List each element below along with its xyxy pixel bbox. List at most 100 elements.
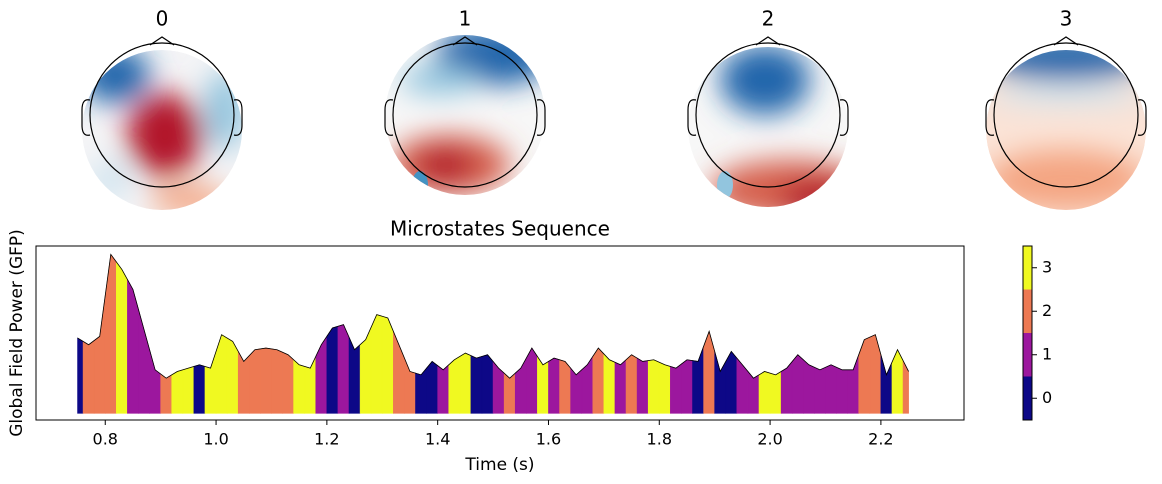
segment (858, 336, 871, 414)
segment (448, 355, 461, 414)
segment (171, 369, 184, 414)
segment (736, 357, 749, 414)
segment (758, 371, 771, 414)
segment (459, 352, 472, 414)
colorbar-tick-label: 1 (1042, 344, 1052, 363)
map-title: 3 (1060, 7, 1073, 31)
head (81, 36, 243, 188)
segment (104, 253, 117, 414)
segment (769, 370, 782, 414)
segment (127, 279, 139, 414)
head (384, 36, 546, 188)
segment (492, 360, 505, 414)
head (687, 36, 849, 188)
segment (514, 357, 527, 414)
segment (271, 348, 283, 414)
x-axis-label: Time (s) (464, 455, 534, 475)
x-tick-label: 1.6 (536, 430, 561, 449)
segment (226, 337, 239, 414)
segment (138, 309, 150, 414)
map-title: 0 (156, 7, 169, 31)
topomap (385, 35, 545, 195)
segment (381, 315, 394, 414)
segment (260, 347, 272, 414)
segment (625, 354, 638, 414)
segment (182, 366, 195, 414)
segment (647, 359, 660, 414)
x-tick-label: 2.2 (868, 430, 893, 449)
segment (82, 339, 95, 414)
segment (503, 372, 516, 414)
segment (337, 324, 350, 414)
segment (304, 356, 317, 414)
axes-frame (35, 245, 965, 421)
segment (902, 360, 909, 414)
colorbar-swatch (1023, 333, 1032, 377)
segment (658, 361, 671, 414)
segment (836, 366, 848, 414)
x-tick-label: 1.4 (425, 430, 450, 449)
x-tick-label: 1.2 (314, 430, 339, 449)
segment (249, 348, 261, 414)
segment (681, 359, 693, 414)
segment (847, 354, 860, 414)
segment (393, 331, 405, 414)
colorbar-swatch (1023, 289, 1032, 333)
colorbar-swatch (1023, 246, 1032, 290)
segment (282, 351, 294, 414)
segment (426, 361, 438, 414)
topomap (986, 50, 1146, 210)
x-tick-label: 1.0 (203, 430, 228, 449)
x-tick-label: 2.0 (757, 430, 782, 449)
colorbar-swatch (1023, 376, 1032, 420)
colorbar-tick-label: 2 (1042, 301, 1052, 320)
head-outlines (81, 36, 1147, 188)
segment (116, 260, 128, 414)
segment (315, 335, 328, 414)
segment (825, 364, 837, 414)
segment (791, 354, 804, 414)
segment (592, 347, 605, 414)
segment (814, 366, 826, 414)
head (985, 36, 1147, 188)
segment (603, 353, 616, 414)
colorbar-tick-label: 0 (1042, 388, 1052, 407)
y-axis-label: Global Field Power (GFP) (7, 229, 27, 437)
colorbar-frame (1022, 245, 1033, 421)
segment (149, 349, 161, 414)
colorbar-tick-label: 3 (1042, 257, 1052, 276)
segment (614, 359, 627, 414)
segment (803, 359, 815, 414)
x-tick-label: 0.8 (93, 430, 118, 449)
segment (348, 337, 361, 414)
segment (77, 337, 84, 414)
segment (93, 295, 106, 414)
plot-area: 0.8 1.0 1.2 1.4 1.6 1.8 2.0 2.2 0 1 2 3 (35, 245, 1052, 449)
segment (780, 360, 793, 414)
segment (548, 357, 560, 414)
segment (160, 373, 173, 414)
segment (559, 359, 571, 414)
segment (470, 355, 483, 414)
gfp-line (77, 253, 909, 379)
chart-title: Microstates Sequence (390, 217, 610, 241)
segment (293, 359, 306, 414)
x-tick-label: 1.8 (647, 430, 672, 449)
segment (714, 351, 727, 414)
segment (481, 354, 494, 414)
segment (526, 347, 538, 414)
segment (725, 350, 738, 414)
segment (326, 325, 339, 414)
segment (703, 330, 715, 414)
segment (204, 351, 217, 414)
segment (636, 357, 649, 414)
topomap (688, 47, 848, 207)
segment (437, 364, 450, 414)
segment (869, 334, 882, 414)
map-title: 1 (459, 7, 472, 31)
segment (880, 354, 893, 414)
segment (670, 363, 682, 414)
segment (193, 364, 206, 414)
segment (404, 357, 416, 414)
